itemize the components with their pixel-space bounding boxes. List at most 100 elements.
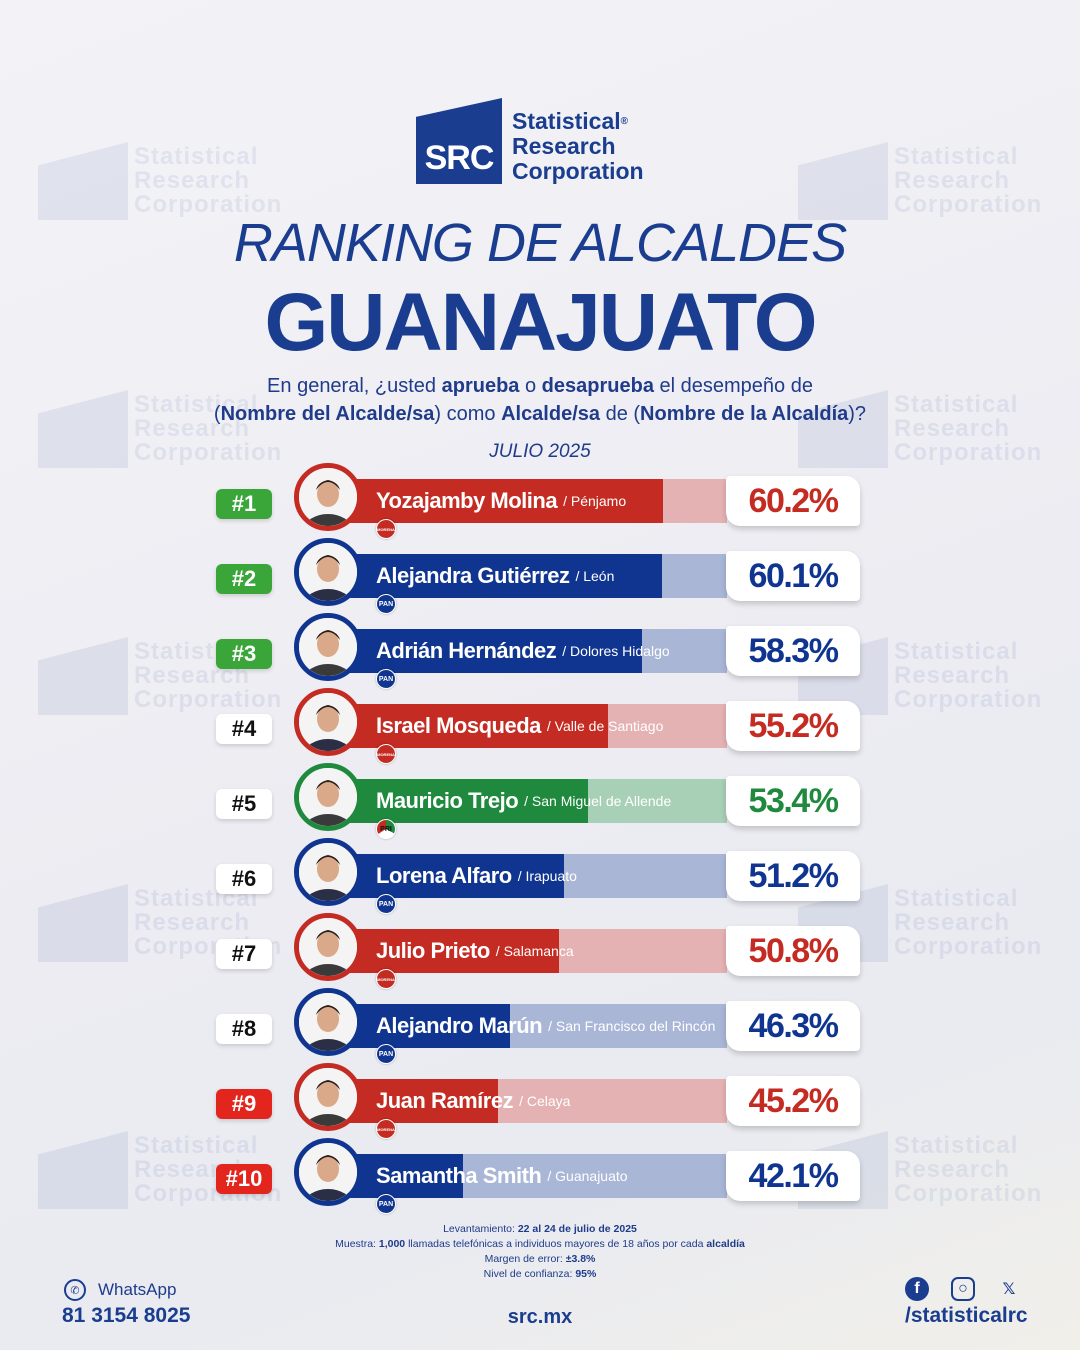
rank-badge: #4 [216,714,272,744]
ranking-row: #3 Adrián Hernández / Dolores Hidalgo 58.3%… [0,613,1080,700]
rank-badge: #2 [216,564,272,594]
facebook-icon[interactable]: f [905,1277,929,1301]
rank-badge: #3 [216,639,272,669]
rank-badge: #1 [216,489,272,519]
phone-number[interactable]: 81 3154 8025 [62,1304,191,1327]
approval-value: 55.2% [726,701,860,751]
avatar [294,688,362,756]
footnote-levantamiento: Levantamiento: 22 al 24 de julio de 2025 [443,1223,637,1235]
party-logo-icon: PAN [376,669,396,689]
rank-badge: #10 [216,1164,272,1194]
question-line-2: (Nombre del Alcalde/sa) como Alcalde/sa … [213,403,867,425]
ranking-row: #7 Julio Prieto / Salamanca 50.8% MORENA [0,913,1080,1000]
ranking-row: #8 Alejandro Marún / San Francisco del Rin… [0,988,1080,1075]
party-logo-icon: PAN [376,1044,396,1064]
mayor-name: Alejandra Gutiérrez [376,563,570,588]
x-icon[interactable]: 𝕏 [1002,1281,1016,1298]
bar-label: Lorena Alfaro / Irapuato [376,854,577,898]
social-handle[interactable]: /statisticalrc [905,1304,1028,1327]
municipality: / Salamanca [495,943,574,959]
footnote-muestra: Muestra: 1,000 llamadas telefónicas a in… [335,1238,745,1250]
rank-badge: #7 [216,939,272,969]
brand-name: Statistical® Research Corporation [512,108,644,184]
approval-bar: Juan Ramírez / Celaya [330,1079,727,1123]
municipality: / Guanajuato [547,1168,628,1184]
approval-bar: Yozajamby Molina / Pénjamo [330,479,727,523]
footnote-margen: Margen de error: ±3.8% [484,1253,596,1265]
approval-bar: Julio Prieto / Salamanca [330,929,727,973]
mayor-name: Juan Ramírez [376,1088,514,1113]
bar-label: Adrián Hernández / Dolores Hidalgo [376,629,670,673]
mayor-name: Adrián Hernández [376,638,557,663]
bar-fill [330,854,564,898]
ranking-row: #5 Mauricio Trejo / San Miguel de Allende 5… [0,763,1080,850]
mayor-name: Israel Mosqueda [376,713,541,738]
mayor-name: Alejandro Marún [376,1013,543,1038]
avatar [294,838,362,906]
bar-label: Yozajamby Molina / Pénjamo [376,479,626,523]
brand-logo: SRC Statistical® Research Corporation [416,98,644,184]
approval-bar: Lorena Alfaro / Irapuato [330,854,727,898]
municipality: / San Miguel de Allende [524,793,672,809]
ranking-row: #6 Lorena Alfaro / Irapuato 51.2% PAN [0,838,1080,925]
avatar [294,538,362,606]
src-logo-icon: SRC [416,98,502,184]
rank-badge: #9 [216,1089,272,1119]
bar-label: Juan Ramírez / Celaya [376,1079,570,1123]
approval-bar: Samantha Smith / Guanajuato [330,1154,727,1198]
website-link[interactable]: src.mx [507,1306,573,1328]
bar-fill [330,554,662,598]
whatsapp-label: WhatsApp [98,1280,177,1299]
instagram-icon[interactable]: ○ [951,1277,975,1301]
approval-bar: Adrián Hernández / Dolores Hidalgo [330,629,727,673]
avatar [294,913,362,981]
mayor-name: Yozajamby Molina [376,488,558,513]
party-logo-icon: MORENA [376,744,396,764]
approval-value: 45.2% [726,1076,860,1126]
municipality: / Pénjamo [563,493,627,509]
municipality: / Valle de Santiago [546,718,664,734]
rank-badge: #6 [216,864,272,894]
avatar [294,613,362,681]
municipality: / Irapuato [517,868,577,884]
title-state: GUANAJUATO [264,277,818,368]
bar-label: Samantha Smith / Guanajuato [376,1154,628,1198]
approval-value: 58.3% [726,626,860,676]
approval-value: 50.8% [726,926,860,976]
approval-value: 42.1% [726,1151,860,1201]
avatar [294,1138,362,1206]
party-logo-icon: PAN [376,594,396,614]
mayor-name: Lorena Alfaro [376,863,512,888]
footnote-confianza: Nivel de confianza: 95% [483,1268,597,1280]
title-ranking: RANKING DE ALCALDES [233,213,847,273]
bar-label: Alejandro Marún / San Francisco del Rincó… [376,1004,715,1048]
party-logo-icon: MORENA [376,1119,396,1139]
question-line-1: En general, ¿usted aprueba o desaprueba … [267,375,813,397]
rank-badge: #5 [216,789,272,819]
approval-bar: Mauricio Trejo / San Miguel de Allende [330,779,727,823]
bar-fill [330,479,663,523]
approval-value: 60.2% [726,476,860,526]
approval-bar: Alejandro Marún / San Francisco del Rincó… [330,1004,727,1048]
whatsapp-icon: ✆ [64,1279,86,1301]
approval-value: 53.4% [726,776,860,826]
party-logo-icon: MORENA [376,969,396,989]
avatar [294,463,362,531]
ranking-row: #1 Yozajamby Molina / Pénjamo 60.2% MORENA [0,463,1080,550]
party-logo-icon: PRI [376,819,396,839]
whatsapp-link[interactable]: ✆ WhatsApp [64,1279,176,1301]
approval-value: 46.3% [726,1001,860,1051]
mayor-name: Julio Prieto [376,938,490,963]
watermark-logo: Statistical Research Corporation [798,142,1042,220]
ranking-row: #2 Alejandra Gutiérrez / León 60.1% PAN [0,538,1080,625]
municipality: / León [575,568,615,584]
approval-bar: Israel Mosqueda / Valle de Santiago [330,704,727,748]
bar-fill [330,704,608,748]
bar-fill [330,629,642,673]
municipality: / San Francisco del Rincón [548,1018,716,1034]
social-icons: f ○ 𝕏 [905,1277,1021,1301]
bar-label: Alejandra Gutiérrez / León [376,554,614,598]
watermark-logo: Statistical Research Corporation [38,142,282,220]
approval-bar: Alejandra Gutiérrez / León [330,554,727,598]
avatar [294,763,362,831]
